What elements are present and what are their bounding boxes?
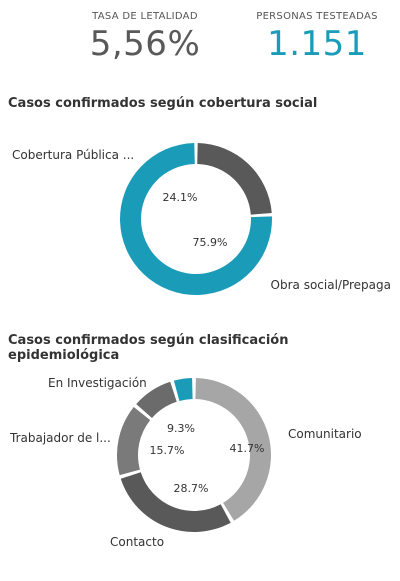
coverage-donut-chart[interactable]: 24.1% 75.9% Cobertura Pública ... Obra soci… bbox=[0, 120, 400, 320]
kpi-lethality-value: 5,56% bbox=[89, 24, 201, 64]
epidemiology-chart-title: Casos confirmados según clasificación ep… bbox=[8, 333, 289, 363]
epidemiology-value-label-0: 41.7% bbox=[230, 442, 265, 455]
kpi-tested-value: 1.151 bbox=[267, 24, 367, 64]
epidemiology-slice-3[interactable] bbox=[136, 381, 177, 418]
epidemiology-slice-1[interactable] bbox=[120, 472, 231, 532]
coverage-value-label-0: 24.1% bbox=[163, 191, 198, 204]
epidemiology-slice-4[interactable] bbox=[173, 378, 193, 401]
kpi-tested-label: PERSONAS TESTEADAS bbox=[256, 11, 378, 22]
epidemiology-slice-0[interactable] bbox=[195, 378, 271, 521]
epidemiology-donut-chart[interactable]: 41.7% 28.7% 15.7% 9.3% Comunitario Contacto Tr… bbox=[0, 358, 400, 573]
coverage-category-label-0: Cobertura Pública ... bbox=[12, 148, 134, 162]
coverage-value-label-1: 75.9% bbox=[193, 236, 228, 249]
coverage-chart-title: Casos confirmados según cobertura social bbox=[8, 96, 318, 111]
epidemiology-value-label-1: 28.7% bbox=[174, 482, 209, 495]
epidemiology-category-label-1: Contacto bbox=[110, 535, 164, 549]
kpi-lethality-label: TASA DE LETALIDAD bbox=[92, 11, 198, 22]
coverage-category-label-1: Obra social/Prepaga bbox=[271, 278, 391, 292]
epidemiology-value-label-3: 9.3% bbox=[167, 422, 195, 435]
epidemiology-category-label-0: Comunitario bbox=[288, 427, 362, 441]
epidemiology-value-label-2: 15.7% bbox=[150, 444, 185, 457]
epidemiology-slice-2[interactable] bbox=[117, 407, 151, 476]
epidemiology-category-label-3: En Investigación bbox=[48, 376, 147, 390]
epidemiology-category-label-2: Trabajador de l... bbox=[9, 431, 111, 445]
coverage-slice-0[interactable] bbox=[197, 143, 272, 215]
